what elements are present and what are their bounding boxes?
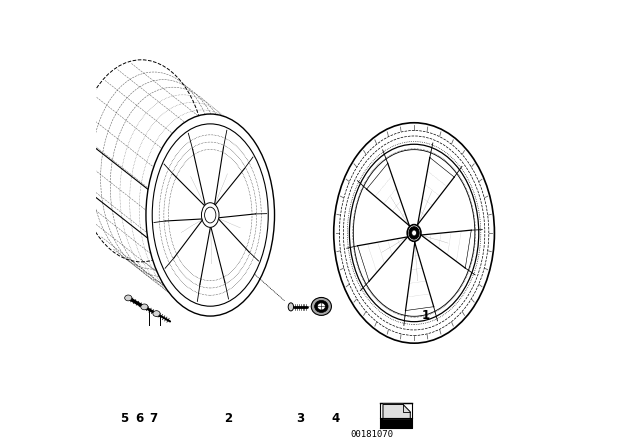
Polygon shape <box>383 405 410 418</box>
Ellipse shape <box>333 123 495 343</box>
Ellipse shape <box>407 224 421 241</box>
FancyBboxPatch shape <box>380 418 412 428</box>
Text: 1: 1 <box>421 309 429 323</box>
Text: 00181070: 00181070 <box>350 430 393 439</box>
Text: 2: 2 <box>224 412 232 426</box>
Ellipse shape <box>288 303 294 311</box>
Ellipse shape <box>409 227 419 239</box>
Ellipse shape <box>412 230 417 236</box>
Text: 6: 6 <box>135 412 143 426</box>
Ellipse shape <box>141 304 148 310</box>
Ellipse shape <box>315 300 328 313</box>
Ellipse shape <box>349 144 479 322</box>
Text: 4: 4 <box>332 412 340 426</box>
Ellipse shape <box>202 202 219 228</box>
Ellipse shape <box>205 207 216 223</box>
Ellipse shape <box>311 297 332 315</box>
Text: 3: 3 <box>296 412 304 426</box>
Ellipse shape <box>317 303 325 310</box>
Ellipse shape <box>146 114 275 316</box>
Ellipse shape <box>125 295 132 301</box>
Ellipse shape <box>153 311 160 316</box>
Text: 5: 5 <box>120 412 129 426</box>
Ellipse shape <box>152 124 268 306</box>
Ellipse shape <box>353 150 475 316</box>
Text: 7: 7 <box>149 412 157 426</box>
